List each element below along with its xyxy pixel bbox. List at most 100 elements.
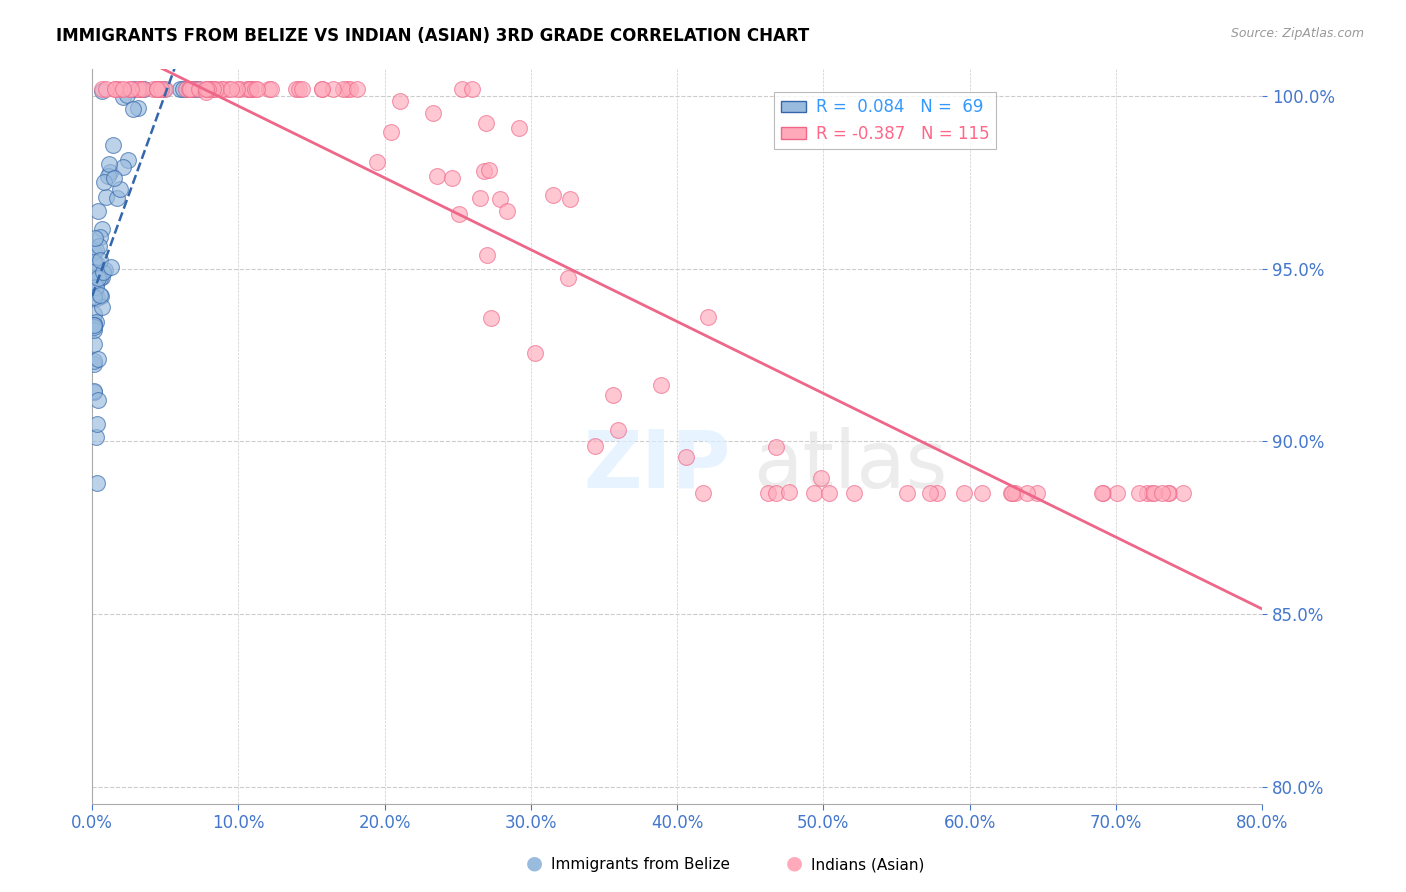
- Point: [87, 271, 110, 285]
- Point: [104, 82, 127, 96]
- Point: [692, 486, 714, 500]
- Point: [238, 82, 260, 96]
- Point: [219, 82, 242, 96]
- Point: [90, 269, 112, 284]
- Point: [83, 322, 105, 336]
- Point: [388, 95, 411, 109]
- Point: [810, 471, 832, 485]
- Point: [86, 257, 108, 271]
- Point: [84, 315, 107, 329]
- Point: [96, 82, 118, 96]
- Point: [83, 337, 105, 351]
- Point: [204, 82, 226, 96]
- Point: [111, 82, 134, 96]
- Point: [896, 486, 918, 500]
- Point: [259, 82, 281, 96]
- Point: [195, 85, 218, 99]
- Point: [148, 82, 170, 96]
- Point: [93, 175, 115, 189]
- Point: [472, 164, 495, 178]
- Point: [756, 486, 779, 500]
- Point: [83, 318, 105, 332]
- Point: [422, 106, 444, 120]
- Point: [86, 475, 108, 490]
- Point: [426, 169, 449, 183]
- Point: [100, 165, 122, 179]
- Point: [83, 318, 105, 332]
- Point: [489, 193, 512, 207]
- Point: [479, 311, 502, 326]
- Text: atlas: atlas: [754, 426, 948, 505]
- Point: [322, 82, 344, 96]
- Point: [650, 378, 672, 392]
- Point: [211, 82, 233, 96]
- Point: [475, 116, 498, 130]
- Point: [120, 82, 142, 96]
- Point: [1091, 486, 1114, 500]
- Point: [84, 231, 107, 245]
- Point: [246, 82, 269, 96]
- Point: [145, 82, 167, 96]
- Point: [1015, 486, 1038, 500]
- Point: [468, 191, 491, 205]
- Point: [1128, 486, 1150, 500]
- Point: [128, 82, 150, 96]
- Point: [84, 277, 107, 291]
- Point: [450, 82, 472, 96]
- Point: [236, 82, 259, 96]
- Point: [90, 84, 112, 98]
- Point: [1107, 486, 1129, 500]
- Point: [152, 82, 174, 96]
- Point: [260, 82, 283, 96]
- Point: [818, 486, 841, 500]
- Point: [83, 384, 105, 398]
- Point: [194, 82, 217, 96]
- Point: [83, 319, 105, 334]
- Point: [174, 82, 197, 96]
- Point: [83, 290, 105, 304]
- Point: [153, 82, 176, 96]
- Point: [100, 260, 122, 275]
- Point: [675, 450, 697, 464]
- Point: [184, 82, 207, 96]
- Point: [111, 89, 134, 103]
- Text: Immigrants from Belize: Immigrants from Belize: [551, 857, 730, 872]
- Point: [765, 486, 787, 500]
- Point: [765, 440, 787, 454]
- Point: [169, 82, 191, 96]
- Point: [83, 316, 105, 330]
- Point: [103, 171, 125, 186]
- Point: [844, 486, 866, 500]
- Point: [129, 82, 152, 96]
- Point: [1140, 486, 1163, 500]
- Point: [607, 423, 630, 437]
- Point: [243, 82, 266, 96]
- Point: [970, 486, 993, 500]
- Point: [952, 486, 974, 500]
- Point: [172, 82, 194, 96]
- Point: [927, 486, 949, 500]
- Point: [87, 392, 110, 407]
- Point: [115, 88, 138, 103]
- Point: [543, 187, 565, 202]
- Point: [918, 486, 941, 500]
- Point: [129, 82, 152, 96]
- Text: Indians (Asian): Indians (Asian): [811, 857, 925, 872]
- Point: [90, 221, 112, 235]
- Point: [89, 229, 111, 244]
- Point: [284, 82, 307, 96]
- Point: [89, 239, 111, 253]
- Point: [121, 102, 143, 116]
- Point: [211, 82, 233, 96]
- Point: [311, 82, 333, 96]
- Point: [146, 82, 169, 96]
- Point: [91, 82, 114, 96]
- Point: [1026, 486, 1049, 500]
- Point: [1091, 486, 1114, 500]
- Point: [94, 263, 117, 277]
- Point: [84, 280, 107, 294]
- Point: [696, 310, 718, 325]
- Point: [239, 82, 262, 96]
- Point: [94, 190, 117, 204]
- Point: [91, 265, 114, 279]
